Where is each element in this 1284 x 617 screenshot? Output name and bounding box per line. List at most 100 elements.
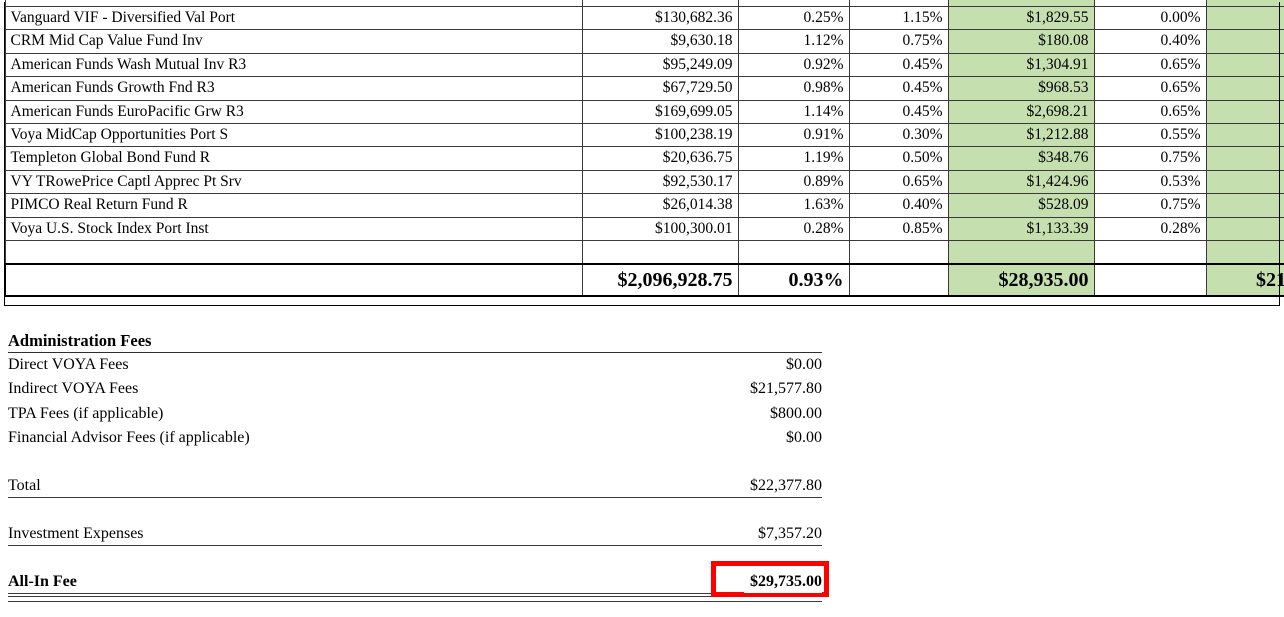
cell-offset: 0.65% <box>1093 76 1207 101</box>
cell-balance: $26,014.38 <box>581 193 739 218</box>
administration-fees-heading: Administration Fees <box>8 331 822 353</box>
fee-label: TPA Fees (if applicable) <box>8 404 164 422</box>
cell-indirect: $110.75 <box>1205 29 1284 54</box>
cell-indirect: $745.02 <box>1205 76 1284 101</box>
cell-total-cost: $1,133.39 <box>947 216 1095 242</box>
investment-expenses-label: Investment Expenses <box>8 525 144 543</box>
cell-fund-name <box>4 240 583 265</box>
cell-totals-indirect: $21,577.80 <box>1205 263 1284 298</box>
fee-value: $800.00 <box>770 404 822 422</box>
fund-table-body: Vanguard VIF - Diversified Val Port $130… <box>4 0 1284 298</box>
cell-revenue-share: 0.40% <box>848 193 949 218</box>
fund-expense-table-container: Vanguard VIF - Diversified Val Port $130… <box>4 0 1284 298</box>
cell-fund-name: American Funds EuroPacific Grw R3 <box>4 99 583 125</box>
spacer-before-investment-expenses <box>8 498 822 522</box>
cell-expense-ratio <box>737 240 850 265</box>
cell-fund-name: PIMCO Real Return Fund R <box>4 193 583 218</box>
fund-expense-table: Vanguard VIF - Diversified Val Port $130… <box>4 0 1284 298</box>
table-row: VY TRowePrice Captl Apprec Pt Srv $92,53… <box>4 169 1284 195</box>
fee-row-total: Total $22,377.80 <box>8 474 822 499</box>
cell-fund-name: Voya U.S. Stock Index Port Inst <box>4 216 583 242</box>
cell-expense-ratio: 0.25% <box>737 5 850 31</box>
cell-total-cost <box>947 240 1095 265</box>
fee-label: Indirect VOYA Fees <box>8 380 139 398</box>
cell-balance: $67,729.50 <box>581 76 739 101</box>
cell-totals-total-cost: $28,935.00 <box>947 263 1095 298</box>
cell-total-cost: $1,304.91 <box>947 52 1095 78</box>
cell-revenue-share: 1.15% <box>848 5 949 31</box>
cell-expense-ratio: 1.19% <box>737 146 850 171</box>
cell-revenue-share: 0.50% <box>848 146 949 171</box>
cell-balance: $92,530.17 <box>581 169 739 195</box>
fee-value: $0.00 <box>786 428 822 446</box>
fee-value: $0.00 <box>786 356 822 373</box>
table-row: American Funds Wash Mutual Inv R3 $95,24… <box>4 52 1284 78</box>
cell-total-cost: $180.08 <box>947 29 1095 54</box>
cell-balance <box>581 240 739 265</box>
cell-indirect: $852.02 <box>1205 123 1284 148</box>
investment-expenses-value: $7,357.20 <box>758 525 822 543</box>
cell-total-cost: $528.09 <box>947 193 1095 218</box>
table-row: Vanguard VIF - Diversified Val Port $130… <box>4 5 1284 31</box>
all-in-fee-value: $29,735.00 <box>744 570 822 594</box>
cell-totals-revenue-share <box>848 263 949 298</box>
fee-row-indirect-voya: Indirect VOYA Fees $21,577.80 <box>8 377 822 401</box>
cell-expense-ratio: 1.63% <box>737 193 850 218</box>
cell-revenue-share: 0.30% <box>848 123 949 148</box>
cell-totals-expense-ratio: 0.93% <box>737 263 850 298</box>
fee-row-investment-expenses: Investment Expenses $7,357.20 <box>8 522 822 547</box>
cell-totals-offset <box>1093 263 1207 298</box>
cell-expense-ratio: 0.91% <box>737 123 850 148</box>
all-in-fee-label: All-In Fee <box>8 573 77 591</box>
fee-row-financial-advisor: Financial Advisor Fees (if applicable) $… <box>8 426 822 450</box>
cell-balance: $95,249.09 <box>581 52 739 78</box>
cell-offset <box>1093 240 1207 265</box>
cell-total-cost: $1,424.96 <box>947 169 1095 195</box>
total-value: $22,377.80 <box>750 477 822 495</box>
cell-fund-name: VY TRowePrice Captl Apprec Pt Srv <box>4 169 583 195</box>
cell-offset: 0.00% <box>1093 5 1207 31</box>
cell-total-cost: $2,698.21 <box>947 99 1095 125</box>
cell-offset: 0.65% <box>1093 99 1207 125</box>
fee-label: Direct VOYA Fees <box>8 356 129 373</box>
cell-total-cost: $968.53 <box>947 76 1095 101</box>
cell-expense-ratio: 0.98% <box>737 76 850 101</box>
cell-indirect: $257.96 <box>1205 146 1284 171</box>
cell-offset: 0.55% <box>1093 123 1207 148</box>
cell-offset: 0.75% <box>1093 146 1207 171</box>
cell-balance: $100,238.19 <box>581 123 739 148</box>
fee-label: Financial Advisor Fees (if applicable) <box>8 428 250 446</box>
table-row-blank <box>4 240 1284 265</box>
table-row: CRM Mid Cap Value Fund Inv $9,630.18 1.1… <box>4 29 1284 54</box>
cell-total-cost: $1,212.88 <box>947 123 1095 148</box>
cell-revenue-share: 0.45% <box>848 76 949 101</box>
fee-value: $21,577.80 <box>750 380 822 398</box>
cell-expense-ratio: 0.89% <box>737 169 850 195</box>
cell-balance: $100,300.01 <box>581 216 739 242</box>
total-label: Total <box>8 477 41 495</box>
fee-row-all-in-fee: All-In Fee $29,735.00 <box>8 561 829 598</box>
cell-offset: 0.65% <box>1093 52 1207 78</box>
cell-indirect: $1,866.69 <box>1205 99 1284 125</box>
cell-fund-name: Vanguard VIF - Diversified Val Port <box>4 5 583 31</box>
cell-indirect: $1,502.85 <box>1205 5 1284 31</box>
cell-fund-name: American Funds Growth Fnd R3 <box>4 76 583 101</box>
cell-indirect: $1,047.74 <box>1205 52 1284 78</box>
table-row-totals: $2,096,928.75 0.93% $28,935.00 $21,577.8… <box>4 263 1284 298</box>
cell-offset: 0.53% <box>1093 169 1207 195</box>
cell-balance: $9,630.18 <box>581 29 739 54</box>
cell-fund-name: American Funds Wash Mutual Inv R3 <box>4 52 583 78</box>
administration-fees-section: Administration Fees Direct VOYA Fees $0.… <box>8 331 829 602</box>
table-row: Voya MidCap Opportunities Port S $100,23… <box>4 123 1284 148</box>
cell-indirect: $1,091.86 <box>1205 169 1284 195</box>
cell-fund-name: Templeton Global Bond Fund R <box>4 146 583 171</box>
cell-total-cost: $348.76 <box>947 146 1095 171</box>
fee-row-tpa: TPA Fees (if applicable) $800.00 <box>8 402 822 426</box>
table-row: American Funds EuroPacific Grw R3 $169,6… <box>4 99 1284 125</box>
cell-expense-ratio: 0.92% <box>737 52 850 78</box>
spacer-before-total <box>8 450 822 474</box>
table-row: American Funds Growth Fnd R3 $67,729.50 … <box>4 76 1284 101</box>
cell-revenue-share: 0.75% <box>848 29 949 54</box>
cell-total-cost: $1,829.55 <box>947 5 1095 31</box>
table-row: PIMCO Real Return Fund R $26,014.38 1.63… <box>4 193 1284 218</box>
